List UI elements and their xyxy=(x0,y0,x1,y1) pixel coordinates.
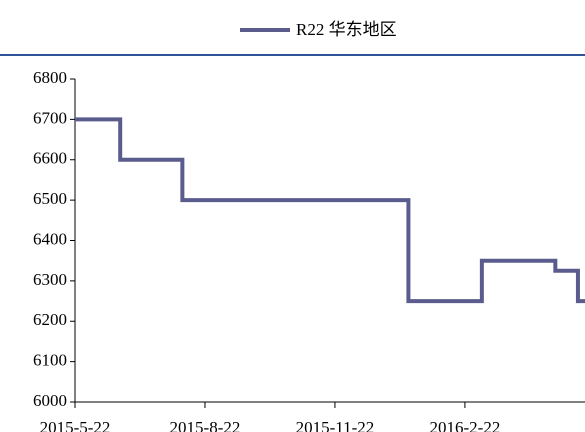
y-tick-label: 6000 xyxy=(33,391,67,410)
x-tick-label: 2015-5-22 xyxy=(40,418,111,432)
x-tick-label: 2015-11-22 xyxy=(296,418,375,432)
y-tick-label: 6700 xyxy=(33,108,67,127)
y-tick-label: 6400 xyxy=(33,229,67,248)
y-tick-label: 6200 xyxy=(33,310,67,329)
series-line xyxy=(75,117,585,304)
y-tick-label: 6100 xyxy=(33,351,67,370)
y-tick-label: 6800 xyxy=(33,68,67,87)
x-tick-label: 2016-2-22 xyxy=(430,418,501,432)
y-tick-label: 6300 xyxy=(33,270,67,289)
y-tick-label: 6500 xyxy=(33,189,67,208)
legend-label: R22 华东地区 xyxy=(296,20,397,39)
x-tick-label: 2015-8-22 xyxy=(170,418,241,432)
y-tick-label: 6600 xyxy=(33,149,67,168)
